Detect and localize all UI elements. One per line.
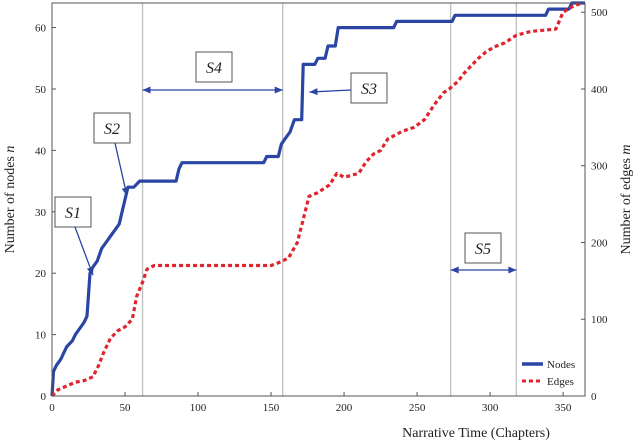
y-left-tick-label: 30 (35, 207, 47, 219)
annotation-arrow-s3-head (309, 88, 318, 96)
y-right-axis-label-var: m (619, 144, 634, 154)
x-tick-label: 0 (49, 402, 55, 414)
y-right-tick-label: 300 (591, 161, 608, 173)
y-left-tick-label: 60 (35, 23, 47, 35)
x-tick-label: 250 (409, 402, 426, 414)
x-tick-label: 100 (190, 402, 207, 414)
annotation-label-s4: S4 (206, 60, 222, 77)
legend-box (517, 354, 583, 392)
y-right-axis-label-text: Number of edges (619, 155, 634, 255)
series-line-edges (50, 1, 583, 398)
annotation-box-s2 (93, 112, 131, 144)
annotation-span-s4-left-head (142, 86, 151, 94)
y-right-tick-label: 500 (591, 7, 608, 19)
annotation-box-s4 (195, 51, 233, 83)
x-tick-label: 150 (263, 402, 280, 414)
annotation-box-s3 (350, 72, 388, 104)
x-tick-label: 300 (482, 402, 499, 414)
annotation-arrow-s2-head (121, 187, 129, 196)
annotation-arrow-s1 (74, 226, 94, 276)
annotation-arrow-s2 (114, 142, 128, 196)
legend-label-edges: Edges (547, 376, 574, 388)
y-left-axis-label-text: Number of nodes (3, 153, 18, 254)
annotation-span-s5-right-head (508, 266, 517, 274)
annotation-label-s2: S2 (104, 121, 120, 138)
y-right-tick-label: 200 (591, 237, 608, 249)
series-line-nodes (50, 1, 585, 397)
annotation-label-s3: S3 (361, 81, 377, 98)
y-left-tick-label: 50 (35, 84, 47, 96)
x-tick-label: 200 (336, 402, 353, 414)
annotation-label-s1: S1 (65, 205, 81, 222)
annotation-span-s5-left-head (450, 266, 459, 274)
y-left-tick-label: 0 (41, 391, 47, 403)
axis-ticks: 0 50 100 150 200 250 300 350 0 10 20 30 40 50 60 0 100 20… (35, 7, 608, 414)
plot-frame (51, 2, 586, 397)
y-left-axis-label: Number of nodes n (3, 146, 18, 254)
segment-boundaries (141, 3, 518, 396)
annotation-box-s1 (54, 196, 92, 228)
legend-label-nodes: Nodes (547, 359, 575, 371)
series-layer (50, 1, 585, 398)
annotation-label-s5: S5 (475, 241, 491, 258)
y-left-tick-label: 20 (35, 268, 47, 280)
x-tick-label: 50 (120, 402, 132, 414)
x-tick-label: 350 (555, 402, 572, 414)
segment-annotations: S1 S2 S3 S4 S5 (54, 51, 517, 276)
annotation-box-s5 (464, 232, 502, 264)
y-right-tick-label: 0 (591, 391, 597, 403)
y-left-axis-label-var: n (3, 146, 18, 153)
annotation-arrow-s1-head (86, 266, 94, 276)
y-right-axis-label: Number of edges m (619, 144, 634, 254)
x-axis-label: Narrative Time (Chapters) (402, 426, 550, 441)
y-right-tick-label: 400 (591, 84, 608, 96)
y-right-tick-label: 100 (591, 314, 608, 326)
legend: Nodes Edges (517, 354, 583, 392)
annotation-span-s4-right-head (274, 86, 283, 94)
y-left-tick-label: 10 (35, 330, 47, 342)
y-left-tick-label: 40 (35, 145, 47, 157)
